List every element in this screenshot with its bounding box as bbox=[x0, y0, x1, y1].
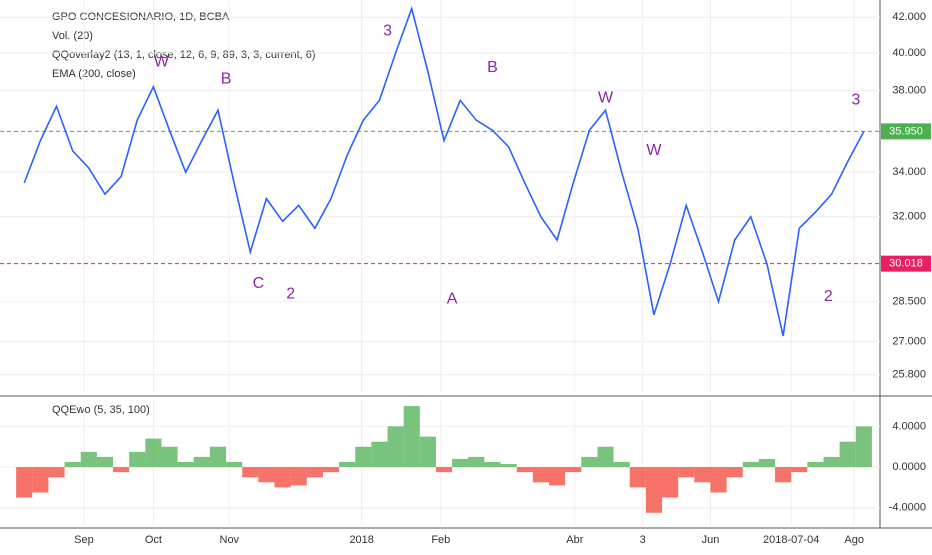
price-label: 30.018 bbox=[889, 258, 923, 270]
oscillator-bar bbox=[306, 467, 323, 478]
oscillator-bar bbox=[242, 467, 259, 478]
oscillator-bar bbox=[855, 426, 872, 468]
wave-label: 2 bbox=[286, 285, 295, 302]
oscillator-bar bbox=[823, 456, 840, 468]
wave-label: B bbox=[221, 70, 232, 87]
legend-item: EMA (200, close) bbox=[52, 68, 136, 80]
oscillator-bar bbox=[355, 446, 372, 468]
wave-label: W bbox=[154, 54, 170, 71]
x-tick-label: 2018-07-04 bbox=[763, 534, 819, 546]
oscillator-bar bbox=[371, 441, 388, 468]
y-tick-label: 34.000 bbox=[892, 166, 926, 178]
x-tick-label: Sep bbox=[74, 534, 94, 546]
oscillator-bar bbox=[678, 467, 695, 478]
oscillator-bar bbox=[807, 461, 824, 468]
oscillator-bar bbox=[581, 456, 598, 468]
oscillator-bar bbox=[258, 467, 275, 483]
y-tick-label: 25.800 bbox=[892, 369, 926, 381]
wave-label: 3 bbox=[851, 92, 860, 109]
oscillator-bar bbox=[64, 461, 81, 468]
y-tick-label: 28.500 bbox=[892, 296, 926, 308]
y-tick-label: 0.0000 bbox=[892, 461, 926, 473]
oscillator-bar bbox=[597, 446, 614, 468]
wave-label: 3 bbox=[383, 23, 392, 40]
oscillator-bar bbox=[775, 467, 792, 483]
oscillator-bar bbox=[710, 467, 727, 493]
y-tick-label: 42.000 bbox=[892, 11, 926, 23]
oscillator-bar bbox=[645, 467, 663, 513]
oscillator-bar bbox=[16, 467, 33, 498]
oscillator-bar bbox=[290, 467, 307, 486]
oscillator-bar bbox=[226, 461, 243, 468]
price-label: 35.950 bbox=[889, 125, 923, 137]
oscillator-bar bbox=[129, 451, 146, 468]
y-tick-label: 38.000 bbox=[892, 85, 926, 97]
oscillator-bar bbox=[452, 458, 469, 468]
oscillator-bar bbox=[548, 467, 566, 486]
x-tick-label: Abr bbox=[566, 534, 583, 546]
x-tick-label: Nov bbox=[220, 534, 240, 546]
oscillator-bar bbox=[468, 456, 485, 468]
price-label-box bbox=[881, 123, 931, 140]
oscillator-bar bbox=[484, 461, 501, 468]
wave-label: W bbox=[646, 142, 662, 159]
x-tick-label: 2018 bbox=[349, 534, 373, 546]
oscillator-bar bbox=[565, 467, 582, 473]
oscillator-bar bbox=[274, 467, 291, 488]
oscillator-bar bbox=[113, 467, 130, 473]
oscillator-bar bbox=[662, 467, 679, 498]
y-tick-label: 4.0000 bbox=[892, 420, 926, 432]
oscillator-bar bbox=[500, 464, 517, 468]
oscillator-bar bbox=[80, 451, 97, 468]
x-tick-label: Oct bbox=[145, 534, 162, 546]
oscillator-bar bbox=[322, 467, 340, 473]
oscillator-bar bbox=[193, 456, 210, 468]
y-tick-label: 40.000 bbox=[892, 47, 926, 59]
oscillator-bar bbox=[403, 406, 420, 468]
oscillator-bar bbox=[209, 446, 227, 468]
x-tick-label: Feb bbox=[431, 534, 450, 546]
oscillator-bar bbox=[96, 456, 114, 468]
price-label-box bbox=[881, 255, 931, 272]
oscillator-bar bbox=[532, 467, 549, 483]
oscillator-bar bbox=[145, 438, 162, 468]
oscillator-bar bbox=[839, 441, 856, 468]
legend-item: Vol. (20) bbox=[52, 30, 93, 42]
oscillator-bar bbox=[419, 436, 436, 468]
oscillator-bar bbox=[435, 467, 453, 473]
oscillator-bar bbox=[161, 446, 178, 468]
oscillator-bar bbox=[694, 467, 711, 483]
wave-label: W bbox=[598, 90, 614, 107]
oscillator-bar bbox=[629, 467, 646, 488]
wave-label: 2 bbox=[824, 288, 833, 305]
oscillator-bar bbox=[613, 461, 630, 468]
oscillator-bar bbox=[758, 458, 776, 468]
x-tick-label: Ago bbox=[844, 534, 864, 546]
legend-item: QQoverlay2 (13, 1, close, 12, 6, 9, 89, … bbox=[52, 49, 316, 61]
oscillator-bar bbox=[791, 467, 808, 473]
oscillator-bar bbox=[339, 461, 356, 468]
oscillator-bar bbox=[387, 426, 404, 468]
y-tick-label: -4.0000 bbox=[889, 502, 926, 514]
oscillator-bar bbox=[726, 467, 743, 478]
price-line-series bbox=[23, 5, 865, 337]
y-tick-label: 32.000 bbox=[892, 211, 926, 223]
y-tick-label: 27.000 bbox=[892, 335, 926, 347]
wave-label: A bbox=[447, 290, 458, 307]
indicator-title: QQEwo (5, 35, 100) bbox=[52, 404, 150, 416]
wave-label: C bbox=[253, 275, 265, 292]
x-tick-label: Jun bbox=[702, 534, 720, 546]
oscillator-bar bbox=[48, 467, 65, 478]
x-tick-label: 3 bbox=[640, 534, 646, 546]
wave-label: B bbox=[487, 59, 498, 76]
oscillator-bar bbox=[516, 467, 533, 473]
oscillator-bar bbox=[177, 461, 194, 468]
oscillator-bar bbox=[32, 467, 49, 493]
oscillator-bar bbox=[742, 461, 759, 468]
